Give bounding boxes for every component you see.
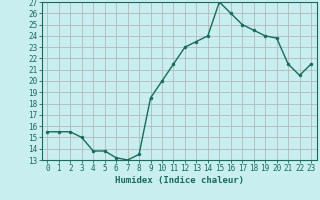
X-axis label: Humidex (Indice chaleur): Humidex (Indice chaleur) <box>115 176 244 185</box>
